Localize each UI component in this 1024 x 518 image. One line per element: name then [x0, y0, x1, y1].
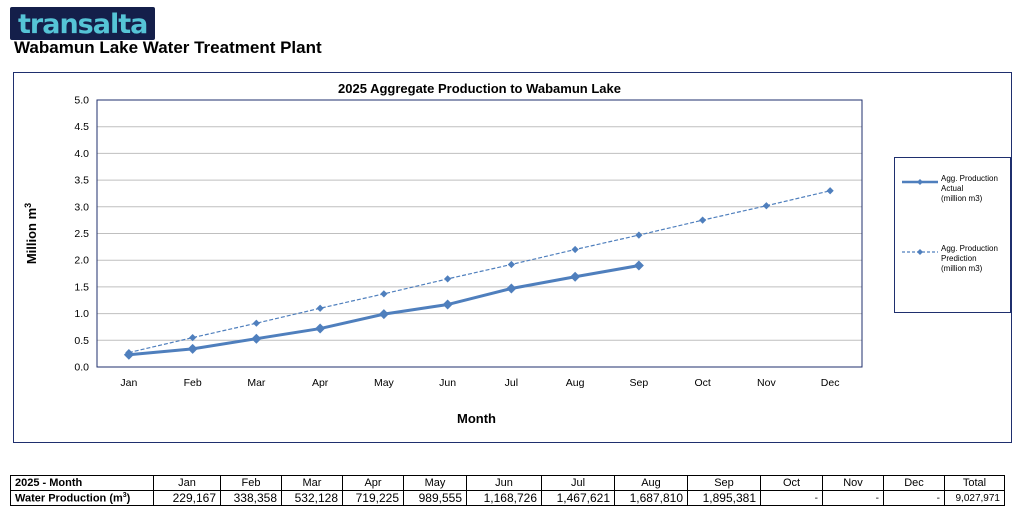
y-tick-label: 0.0: [74, 362, 89, 374]
y-axis-label: Million m3: [23, 203, 39, 264]
table-month-header: Nov: [822, 475, 884, 491]
x-tick-label: Oct: [694, 377, 710, 389]
prediction-point: [826, 187, 834, 195]
table-month-header: Jan: [153, 475, 221, 491]
table-value-cell: 1,895,381: [687, 490, 761, 506]
table-data-row: Water Production (m3) 229,167 338,358 532,…: [10, 490, 1005, 506]
prediction-point: [380, 290, 388, 298]
prediction-point: [507, 260, 515, 269]
table-value-cell: -: [883, 490, 945, 506]
table-month-header: Jul: [541, 475, 615, 491]
table-value-cell: -: [822, 490, 884, 506]
prediction-point: [635, 231, 643, 239]
actual-point: [378, 309, 389, 320]
y-tick-label: 2.0: [74, 255, 89, 267]
table-header-label: 2025 - Month: [10, 475, 154, 491]
actual-point: [570, 271, 581, 282]
y-axis-label-text: Million m: [24, 208, 39, 264]
x-tick-label: Jul: [505, 377, 518, 389]
legend-swatch: [902, 179, 938, 185]
table-value-cell: -: [760, 490, 823, 506]
table-month-header: Jun: [466, 475, 542, 491]
legend-swatch: [902, 249, 938, 255]
logo-text: transalta: [18, 9, 148, 40]
y-tick-label: 4.0: [74, 148, 89, 160]
actual-point: [123, 349, 134, 360]
table-value-cell: 1,687,810: [614, 490, 688, 506]
table-row-label: Water Production (m3): [10, 490, 154, 506]
legend-label-line: (million m3): [941, 194, 983, 203]
chart-legend: Agg. Production Actual (million m3) Agg. Pr…: [894, 157, 1011, 313]
y-tick-label: 3.0: [74, 201, 89, 213]
x-tick-label: Apr: [312, 377, 329, 389]
prediction-series-line: [128, 190, 831, 354]
table-value-cell: 719,225: [342, 490, 404, 506]
legend-label-line: Prediction: [941, 254, 977, 263]
table-month-header: Aug: [614, 475, 688, 491]
y-tick-label: 1.5: [74, 281, 89, 293]
x-tick-label: Jan: [120, 377, 137, 389]
transalta-logo: transalta: [10, 7, 155, 40]
table-month-header: Dec: [883, 475, 945, 491]
table-total-value: 9,027,971: [944, 490, 1005, 506]
actual-point: [633, 260, 644, 271]
table-month-header: Mar: [281, 475, 343, 491]
x-tick-label: May: [374, 377, 395, 389]
legend-label: Agg. Production Actual (million m3): [941, 174, 1011, 204]
x-tick-label: Sep: [630, 377, 649, 389]
legend-label-line: (million m3): [941, 264, 983, 273]
x-tick-label: Jun: [439, 377, 456, 389]
table-value-cell: 229,167: [153, 490, 221, 506]
table-month-header: Oct: [760, 475, 823, 491]
prediction-point: [252, 319, 260, 327]
production-table: 2025 - Month Jan Feb Mar Apr May Jun Jul Aug Sep…: [10, 475, 1005, 506]
y-tick-label: 1.0: [74, 308, 89, 320]
prediction-point: [444, 275, 452, 283]
prediction-point: [316, 304, 324, 312]
legend-entry: Agg. Production Prediction (million m3): [895, 244, 1012, 284]
legend-label-line: Agg. Production: [941, 244, 998, 253]
prediction-point: [571, 245, 579, 254]
legend-label-line: Agg. Production: [941, 174, 998, 183]
chart-frame: 0.0 0.5 1.0 1.5 2.0 2.5 3.0 3.5 4.0 4.5 5.0 Jan Feb M…: [13, 72, 1012, 443]
table-value-cell: 532,128: [281, 490, 343, 506]
table-month-header: Feb: [220, 475, 282, 491]
chart-title: 2025 Aggregate Production to Wabamun Lak…: [338, 81, 621, 96]
y-tick-label: 3.5: [74, 175, 89, 187]
legend-label-line: Actual: [941, 184, 964, 193]
actual-point: [315, 323, 326, 334]
x-tick-label: Mar: [247, 377, 266, 389]
production-chart: 0.0 0.5 1.0 1.5 2.0 2.5 3.0 3.5 4.0 4.5 5.0 Jan Feb M…: [23, 81, 863, 426]
table-header-row: 2025 - Month Jan Feb Mar Apr May Jun Jul Aug Sep…: [10, 475, 1005, 491]
actual-point: [442, 299, 453, 310]
y-tick-label: 5.0: [74, 95, 89, 107]
y-tick-label: 2.5: [74, 228, 89, 240]
table-value-cell: 338,358: [220, 490, 282, 506]
table-value-cell: 989,555: [403, 490, 467, 506]
actual-point: [187, 343, 198, 354]
legend-entry: Agg. Production Actual (million m3): [895, 174, 1012, 214]
table-value-cell: 1,168,726: [466, 490, 542, 506]
prediction-point: [189, 334, 197, 342]
prediction-point: [762, 202, 770, 210]
x-tick-label: Dec: [821, 377, 840, 389]
table-month-header: Sep: [687, 475, 761, 491]
x-tick-label: Nov: [757, 377, 776, 389]
table-month-header: May: [403, 475, 467, 491]
legend-label: Agg. Production Prediction (million m3): [941, 244, 1011, 274]
table-month-header: Apr: [342, 475, 404, 491]
y-axis-label-superscript: 3: [23, 203, 33, 208]
y-tick-label: 4.5: [74, 121, 89, 133]
actual-point: [251, 333, 262, 344]
table-total-header: Total: [944, 475, 1005, 491]
prediction-point: [699, 216, 707, 224]
x-tick-label: Feb: [184, 377, 202, 389]
plot-area: [96, 99, 863, 368]
y-tick-label: 0.5: [74, 335, 89, 347]
actual-point: [506, 283, 517, 294]
table-value-cell: 1,467,621: [541, 490, 615, 506]
page-title: Wabamun Lake Water Treatment Plant: [14, 38, 322, 57]
x-tick-label: Aug: [566, 377, 585, 389]
x-axis-label: Month: [457, 411, 496, 426]
